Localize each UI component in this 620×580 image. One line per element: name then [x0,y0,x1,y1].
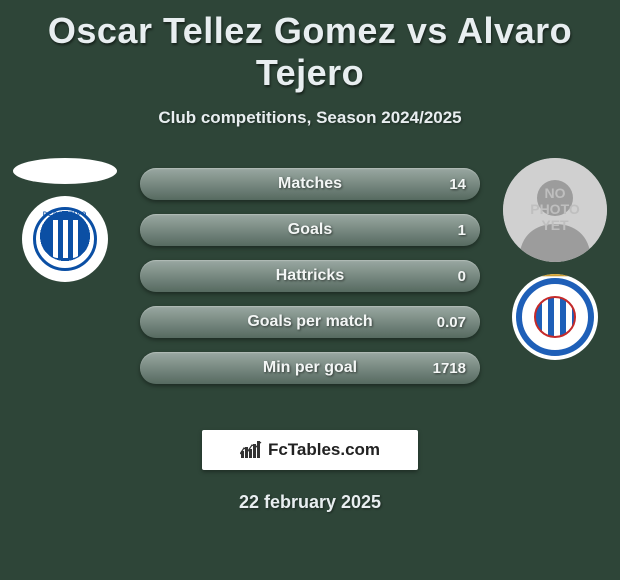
espanyol-stripes-icon [534,296,576,338]
stat-label: Goals [288,221,332,239]
date-text: 22 february 2025 [0,492,620,513]
left-club-logo: DEPORTIVO [22,196,108,282]
stat-right-value: 1718 [433,352,466,384]
stat-row-hattricks: Hattricks 0 [140,260,480,292]
stat-right-value: 14 [449,168,466,200]
stat-row-min-per-goal: Min per goal 1718 [140,352,480,384]
bar-chart-icon [240,441,262,459]
no-photo-icon: NO PHOTO YET [503,158,607,262]
espanyol-badge-icon [516,278,594,356]
stat-right-value: 0 [458,260,466,292]
stat-label: Hattricks [276,267,344,285]
alaves-badge-text: DEPORTIVO [36,212,94,218]
brand-text: FcTables.com [268,440,380,460]
right-player-column: NO PHOTO YET [500,158,610,360]
stat-label: Matches [278,175,342,193]
stats-list: Matches 14 Goals 1 Hattricks 0 Goals per… [140,168,480,398]
no-photo-text-2: PHOTO [530,201,580,217]
stat-right-value: 0.07 [437,306,466,338]
alaves-stripes-icon [48,220,82,258]
stat-right-value: 1 [458,214,466,246]
stat-row-goals-per-match: Goals per match 0.07 [140,306,480,338]
brand-box[interactable]: FcTables.com [202,430,418,470]
left-player-column: DEPORTIVO [10,158,120,282]
left-player-avatar [13,158,117,184]
page-subtitle: Club competitions, Season 2024/2025 [0,108,620,128]
right-club-logo [512,274,598,360]
stat-row-goals: Goals 1 [140,214,480,246]
stat-label: Min per goal [263,359,357,377]
right-player-avatar: NO PHOTO YET [503,158,607,262]
no-photo-text-3: YET [541,217,569,233]
stat-row-matches: Matches 14 [140,168,480,200]
stat-label: Goals per match [247,313,372,331]
alaves-badge-icon: DEPORTIVO [33,207,97,271]
page-title: Oscar Tellez Gomez vs Alvaro Tejero [0,0,620,94]
comparison-area: DEPORTIVO NO PHOTO YET [0,158,620,418]
no-photo-text-1: NO [545,185,566,201]
